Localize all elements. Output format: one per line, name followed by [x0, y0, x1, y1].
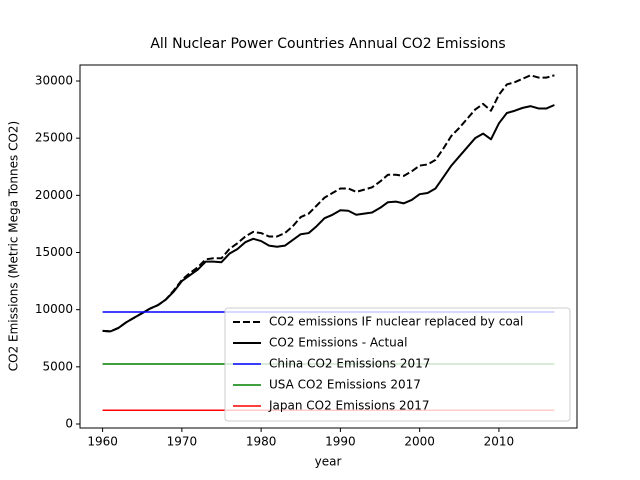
- y-tick-label: 20000: [35, 188, 73, 202]
- legend-label: CO2 emissions IF nuclear replaced by coa…: [269, 315, 523, 329]
- y-tick-label: 25000: [35, 131, 73, 145]
- x-tick-label: 1990: [325, 435, 356, 449]
- x-tick-label: 1970: [167, 435, 198, 449]
- legend-label: USA CO2 Emissions 2017: [269, 378, 421, 392]
- x-tick-label: 1980: [246, 435, 277, 449]
- y-tick-label: 15000: [35, 245, 73, 259]
- legend-label: China CO2 Emissions 2017: [269, 357, 430, 371]
- y-tick-label: 30000: [35, 74, 73, 88]
- legend-box: [224, 307, 571, 422]
- x-tick-label: 2010: [484, 435, 515, 449]
- y-axis-label: CO2 Emissions (Metric Mega Tonnes CO2): [7, 121, 21, 372]
- y-tick-label: 5000: [42, 359, 73, 373]
- x-tick-label: 1960: [87, 435, 118, 449]
- y-tick-label: 0: [65, 416, 73, 430]
- legend-label: Japan CO2 Emissions 2017: [268, 399, 430, 413]
- legend-label: CO2 Emissions - Actual: [269, 336, 407, 350]
- y-tick-label: 10000: [35, 302, 73, 316]
- plot-frame: [79, 64, 578, 429]
- series-line: [102, 104, 555, 333]
- chart-title: All Nuclear Power Countries Annual CO2 E…: [150, 36, 505, 52]
- x-tick-label: 2000: [404, 435, 435, 449]
- x-axis-label: year: [315, 455, 342, 469]
